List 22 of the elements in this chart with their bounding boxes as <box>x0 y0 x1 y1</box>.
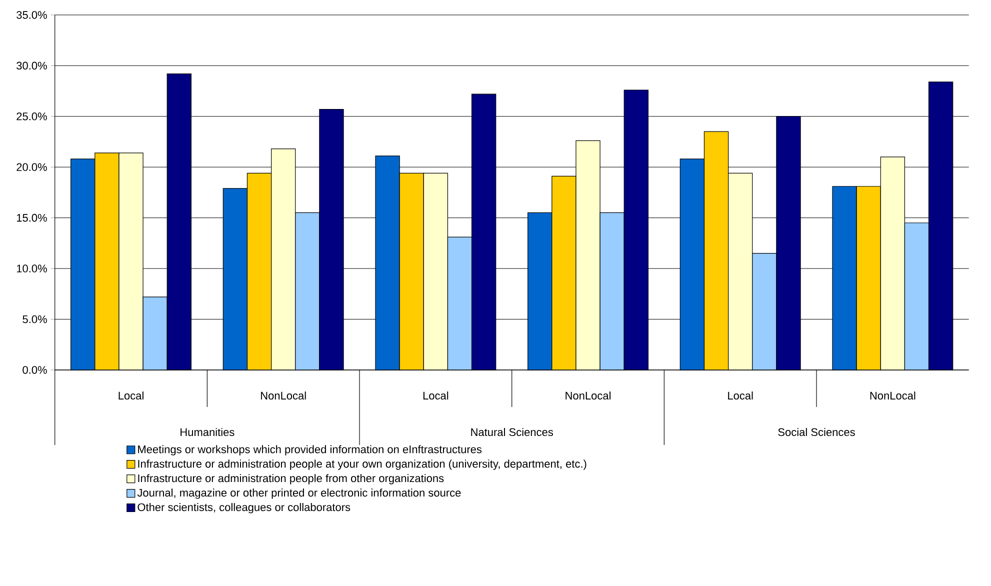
text: Social Sciences <box>778 428 855 436</box>
legend-label: Infrastructure or administration people from other organizations <box>138 474 444 484</box>
text: Humanities <box>180 428 234 436</box>
x-tick-label: Local <box>423 391 448 400</box>
text: Natural Sciences <box>471 428 553 436</box>
x-tick-label: NonLocal <box>870 391 916 400</box>
x-tick-label: Local <box>118 391 144 400</box>
y-tick-label: 30.0% <box>16 62 47 70</box>
y-tick-label: 35.0% <box>16 11 47 19</box>
y-tick-label: 5.0% <box>22 315 47 324</box>
y-tick-label: 15.0% <box>16 214 47 222</box>
y-tick-label: 0.0% <box>22 366 47 374</box>
legend-label: Infrastructure or administration people at your own organization (university, department, etc.) <box>138 460 586 470</box>
legend-label: Meetings or workshops which provided information on eInftrastructures <box>138 445 482 456</box>
legend-label: Other scientists, colleagues or collaborators <box>138 503 350 514</box>
y-tick-label: 10.0% <box>16 264 47 272</box>
y-tick-label: 20.0% <box>16 163 47 171</box>
x-tick-label: NonLocal <box>261 391 306 400</box>
x-tick-label: NonLocal <box>566 391 610 400</box>
x-tick-label: Local <box>728 391 753 400</box>
y-tick-label: 25.0% <box>16 112 47 120</box>
legend-label: Journal, magazine or other printed or electronic information source <box>137 488 461 499</box>
